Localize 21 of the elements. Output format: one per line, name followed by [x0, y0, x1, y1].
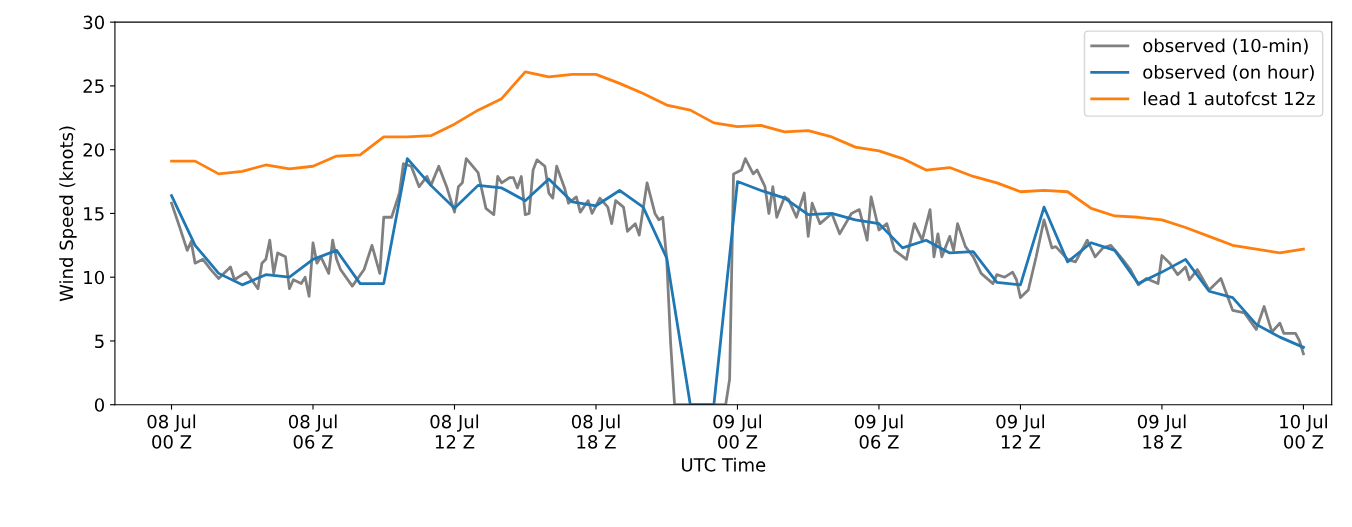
- y-tick-label: 30: [83, 15, 104, 30]
- y-tick-label: 25: [83, 79, 104, 94]
- x-tick-label: 08 Jul 12 Z: [430, 414, 479, 449]
- x-tick-label: 10 Jul 00 Z: [1280, 414, 1327, 449]
- x-axis-title: UTC Time: [682, 457, 766, 472]
- x-tick-label: 08 Jul 06 Z: [288, 414, 337, 449]
- x-tick-label: 09 Jul 06 Z: [854, 414, 903, 449]
- y-axis-title: Wind Speed (knots): [59, 126, 77, 302]
- x-tick-label: 08 Jul 00 Z: [147, 414, 196, 449]
- x-tick-label: 09 Jul 12 Z: [996, 414, 1044, 449]
- x-tick-label: 08 Jul 18 Z: [571, 414, 620, 449]
- y-tick-label: 10: [84, 270, 104, 285]
- legend-label: observed (on hour): [1143, 64, 1314, 81]
- y-tick-label: 0: [94, 398, 104, 412]
- legend-label: observed (10-min): [1143, 38, 1308, 55]
- x-tick-label: 09 Jul 18 Z: [1137, 414, 1186, 449]
- y-tick-label: 15: [84, 207, 104, 221]
- y-tick-label: 5: [95, 334, 104, 349]
- y-tick-label: 20: [83, 143, 104, 157]
- x-tick-label: 09 Jul 00 Z: [713, 414, 762, 449]
- legend-label: lead 1 autofcst 12z: [1143, 91, 1315, 106]
